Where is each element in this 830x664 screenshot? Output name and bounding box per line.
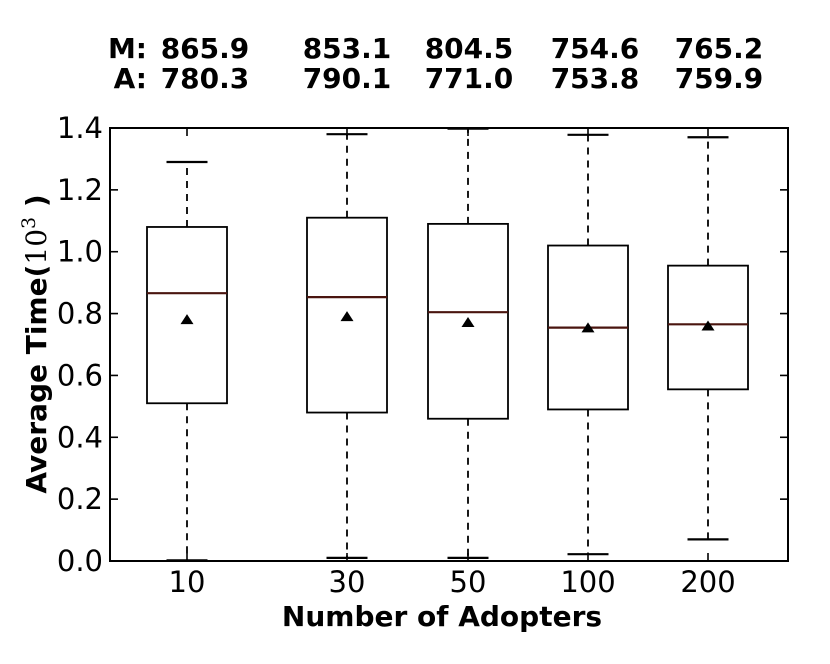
header-median-prefix: M: <box>108 32 147 65</box>
y-tick-label: 1.4 <box>57 111 103 145</box>
header-median-value: 754.6 <box>551 32 640 65</box>
x-axis-label: Number of Adopters <box>282 600 602 633</box>
header-average-prefix: A: <box>114 62 147 95</box>
y-tick-label: 0.0 <box>57 544 103 578</box>
header-median-value: 765.2 <box>675 32 764 65</box>
y-tick-label: 0.8 <box>57 297 103 331</box>
x-tick-label: 100 <box>560 565 615 599</box>
header-median-value: 865.9 <box>161 32 250 65</box>
y-tick-label: 0.2 <box>57 482 103 516</box>
x-tick-label: 50 <box>450 565 487 599</box>
y-tick-label: 1.0 <box>57 235 103 269</box>
header-average-value: 759.9 <box>675 62 764 95</box>
header-average-value: 753.8 <box>551 62 640 95</box>
x-tick-label: 200 <box>680 565 735 599</box>
header-average-value: 780.3 <box>161 62 250 95</box>
header-median-value: 804.5 <box>425 32 514 65</box>
mean-marker <box>461 317 475 328</box>
mean-marker <box>180 314 194 325</box>
y-tick-label: 0.4 <box>57 420 103 454</box>
mean-marker <box>581 322 595 333</box>
mean-marker <box>701 320 715 331</box>
box <box>146 226 228 405</box>
x-tick-label: 10 <box>169 565 206 599</box>
x-tick-label: 30 <box>329 565 366 599</box>
header-median-value: 853.1 <box>303 32 392 65</box>
y-tick-label: 0.6 <box>57 358 103 392</box>
header-average-value: 771.0 <box>425 62 514 95</box>
plot-border <box>109 127 789 562</box>
y-axis-label: Average Time(103 ) <box>18 194 53 493</box>
mean-marker <box>340 311 354 322</box>
header-average-value: 790.1 <box>303 62 392 95</box>
y-tick-label: 1.2 <box>57 173 103 207</box>
